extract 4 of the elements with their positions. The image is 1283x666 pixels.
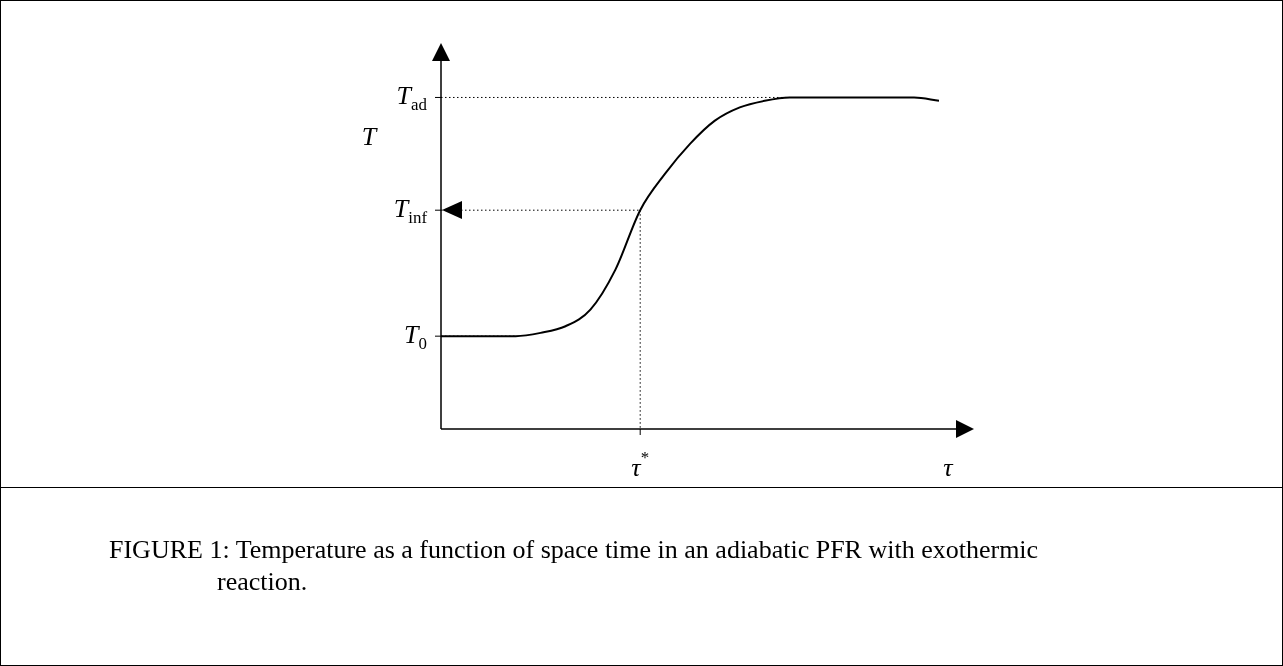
text: FIGURE 1: Temperature as a function of space time in an adiabatic PFR with exothermic reaction.	[109, 534, 1040, 598]
x-axis-title: τ	[943, 452, 955, 482]
text: τ*	[631, 448, 650, 482]
y-axis-title: T	[361, 121, 378, 151]
